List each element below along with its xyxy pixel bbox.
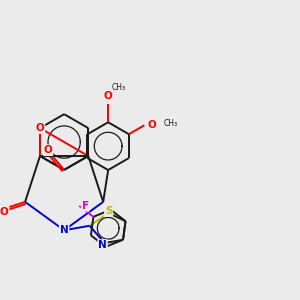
Text: O: O <box>36 123 44 133</box>
Text: N: N <box>60 225 68 235</box>
Text: CH₃: CH₃ <box>163 119 177 128</box>
Text: O: O <box>0 207 9 217</box>
Text: O: O <box>104 92 112 101</box>
Text: S: S <box>105 206 112 216</box>
Text: CH₃: CH₃ <box>111 83 125 92</box>
Text: F: F <box>82 201 89 211</box>
Text: O: O <box>148 120 157 130</box>
Text: N: N <box>98 240 107 250</box>
Text: O: O <box>44 145 52 155</box>
